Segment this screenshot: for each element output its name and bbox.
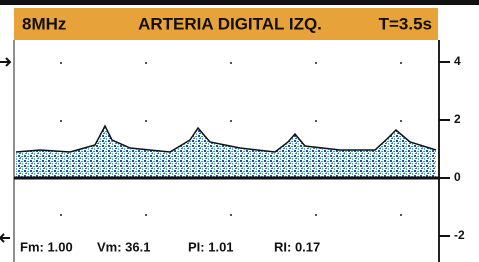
doppler-spectrum [16,126,436,178]
measurement: Vm: 36.1 [97,239,150,254]
arrow-marker [0,234,10,242]
frequency: 8MHz [22,14,66,33]
tick-label: 2 [454,112,461,126]
measurement: PI: 1.01 [188,239,234,254]
axis-ticks: 4 2 0 -2 [439,54,465,242]
measurement: RI: 0.17 [274,239,320,254]
top-border [0,0,479,5]
arrow-marker [0,58,10,66]
tick-label: -2 [454,228,465,242]
doppler-screen: 8MHz ARTERIA DIGITAL IZQ. T=3.5s Fm: 1.0… [0,0,479,262]
title: ARTERIA DIGITAL IZQ. [138,14,322,33]
tick-label: 0 [454,170,461,184]
tick-label: 4 [454,54,461,68]
measurement: Fm: 1.00 [20,239,73,254]
measurements: Fm: 1.00 Vm: 36.1 PI: 1.01 RI: 0.17 [20,239,320,254]
time: T=3.5s [379,14,432,33]
